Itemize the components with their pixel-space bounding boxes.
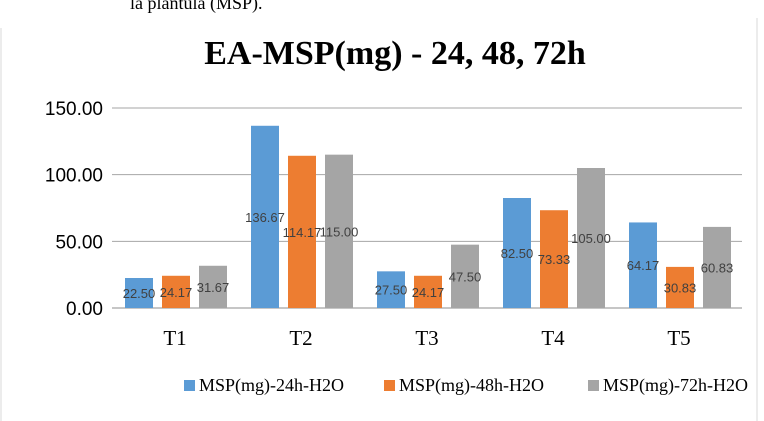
bar: [629, 222, 657, 308]
bars: [125, 125, 731, 308]
bar: [503, 198, 531, 308]
data-label: 64.17: [627, 258, 660, 273]
legend-label: MSP(mg)-24h-H2O: [199, 375, 344, 396]
data-label: 30.83: [664, 280, 697, 295]
bar: [540, 210, 568, 308]
bar: [199, 265, 227, 308]
legend-label: MSP(mg)-48h-H2O: [399, 375, 544, 396]
bar: [377, 271, 405, 308]
data-label: 31.67: [197, 280, 230, 295]
data-label: 24.17: [160, 285, 193, 300]
x-tick-label: T2: [289, 326, 312, 350]
bar: [325, 154, 353, 308]
legend: MSP(mg)-24h-H2O MSP(mg)-48h-H2O MSP(mg)-72…: [184, 375, 748, 396]
data-label: 115.00: [320, 224, 359, 239]
data-label: 105.00: [571, 231, 611, 246]
x-tick-label: T5: [667, 326, 690, 350]
data-label: 60.83: [701, 260, 734, 275]
clipped-caption-text: la plántula (MSP).: [130, 0, 263, 14]
y-axis-ticks: 0.00 50.00 100.00 150.00: [45, 99, 103, 320]
bar: [251, 125, 279, 308]
legend-swatch: [184, 380, 195, 391]
bar: [288, 155, 316, 308]
data-label: 27.50: [375, 283, 408, 298]
legend-swatch: [384, 380, 395, 391]
x-tick-label: T3: [415, 326, 438, 350]
y-tick-label: 50.00: [55, 232, 103, 253]
data-label: 136.67: [245, 210, 285, 225]
y-tick-label: 150.00: [45, 99, 103, 120]
legend-swatch: [588, 380, 599, 391]
data-label: 24.17: [412, 285, 445, 300]
bar: [162, 275, 190, 308]
x-tick-label: T1: [163, 326, 186, 350]
data-label: 82.50: [501, 246, 534, 261]
bar: [577, 168, 605, 308]
data-label: 22.50: [123, 286, 156, 301]
chart-title: EA-MSP(mg) - 24, 48, 72h: [204, 35, 586, 72]
data-label: 47.50: [449, 269, 482, 284]
bar: [703, 226, 731, 308]
bar: [666, 266, 694, 308]
bar: [125, 278, 153, 308]
legend-label: MSP(mg)-72h-H2O: [603, 375, 748, 396]
x-tick-label: T4: [541, 326, 565, 350]
x-axis-ticks: T1 T2 T3 T4 T5: [163, 326, 690, 350]
data-label: 114.17: [283, 225, 322, 240]
bar: [414, 275, 442, 308]
data-label: 73.33: [538, 252, 571, 267]
y-tick-label: 100.00: [45, 166, 103, 187]
y-tick-label: 0.00: [66, 299, 103, 320]
bar: [451, 244, 479, 308]
